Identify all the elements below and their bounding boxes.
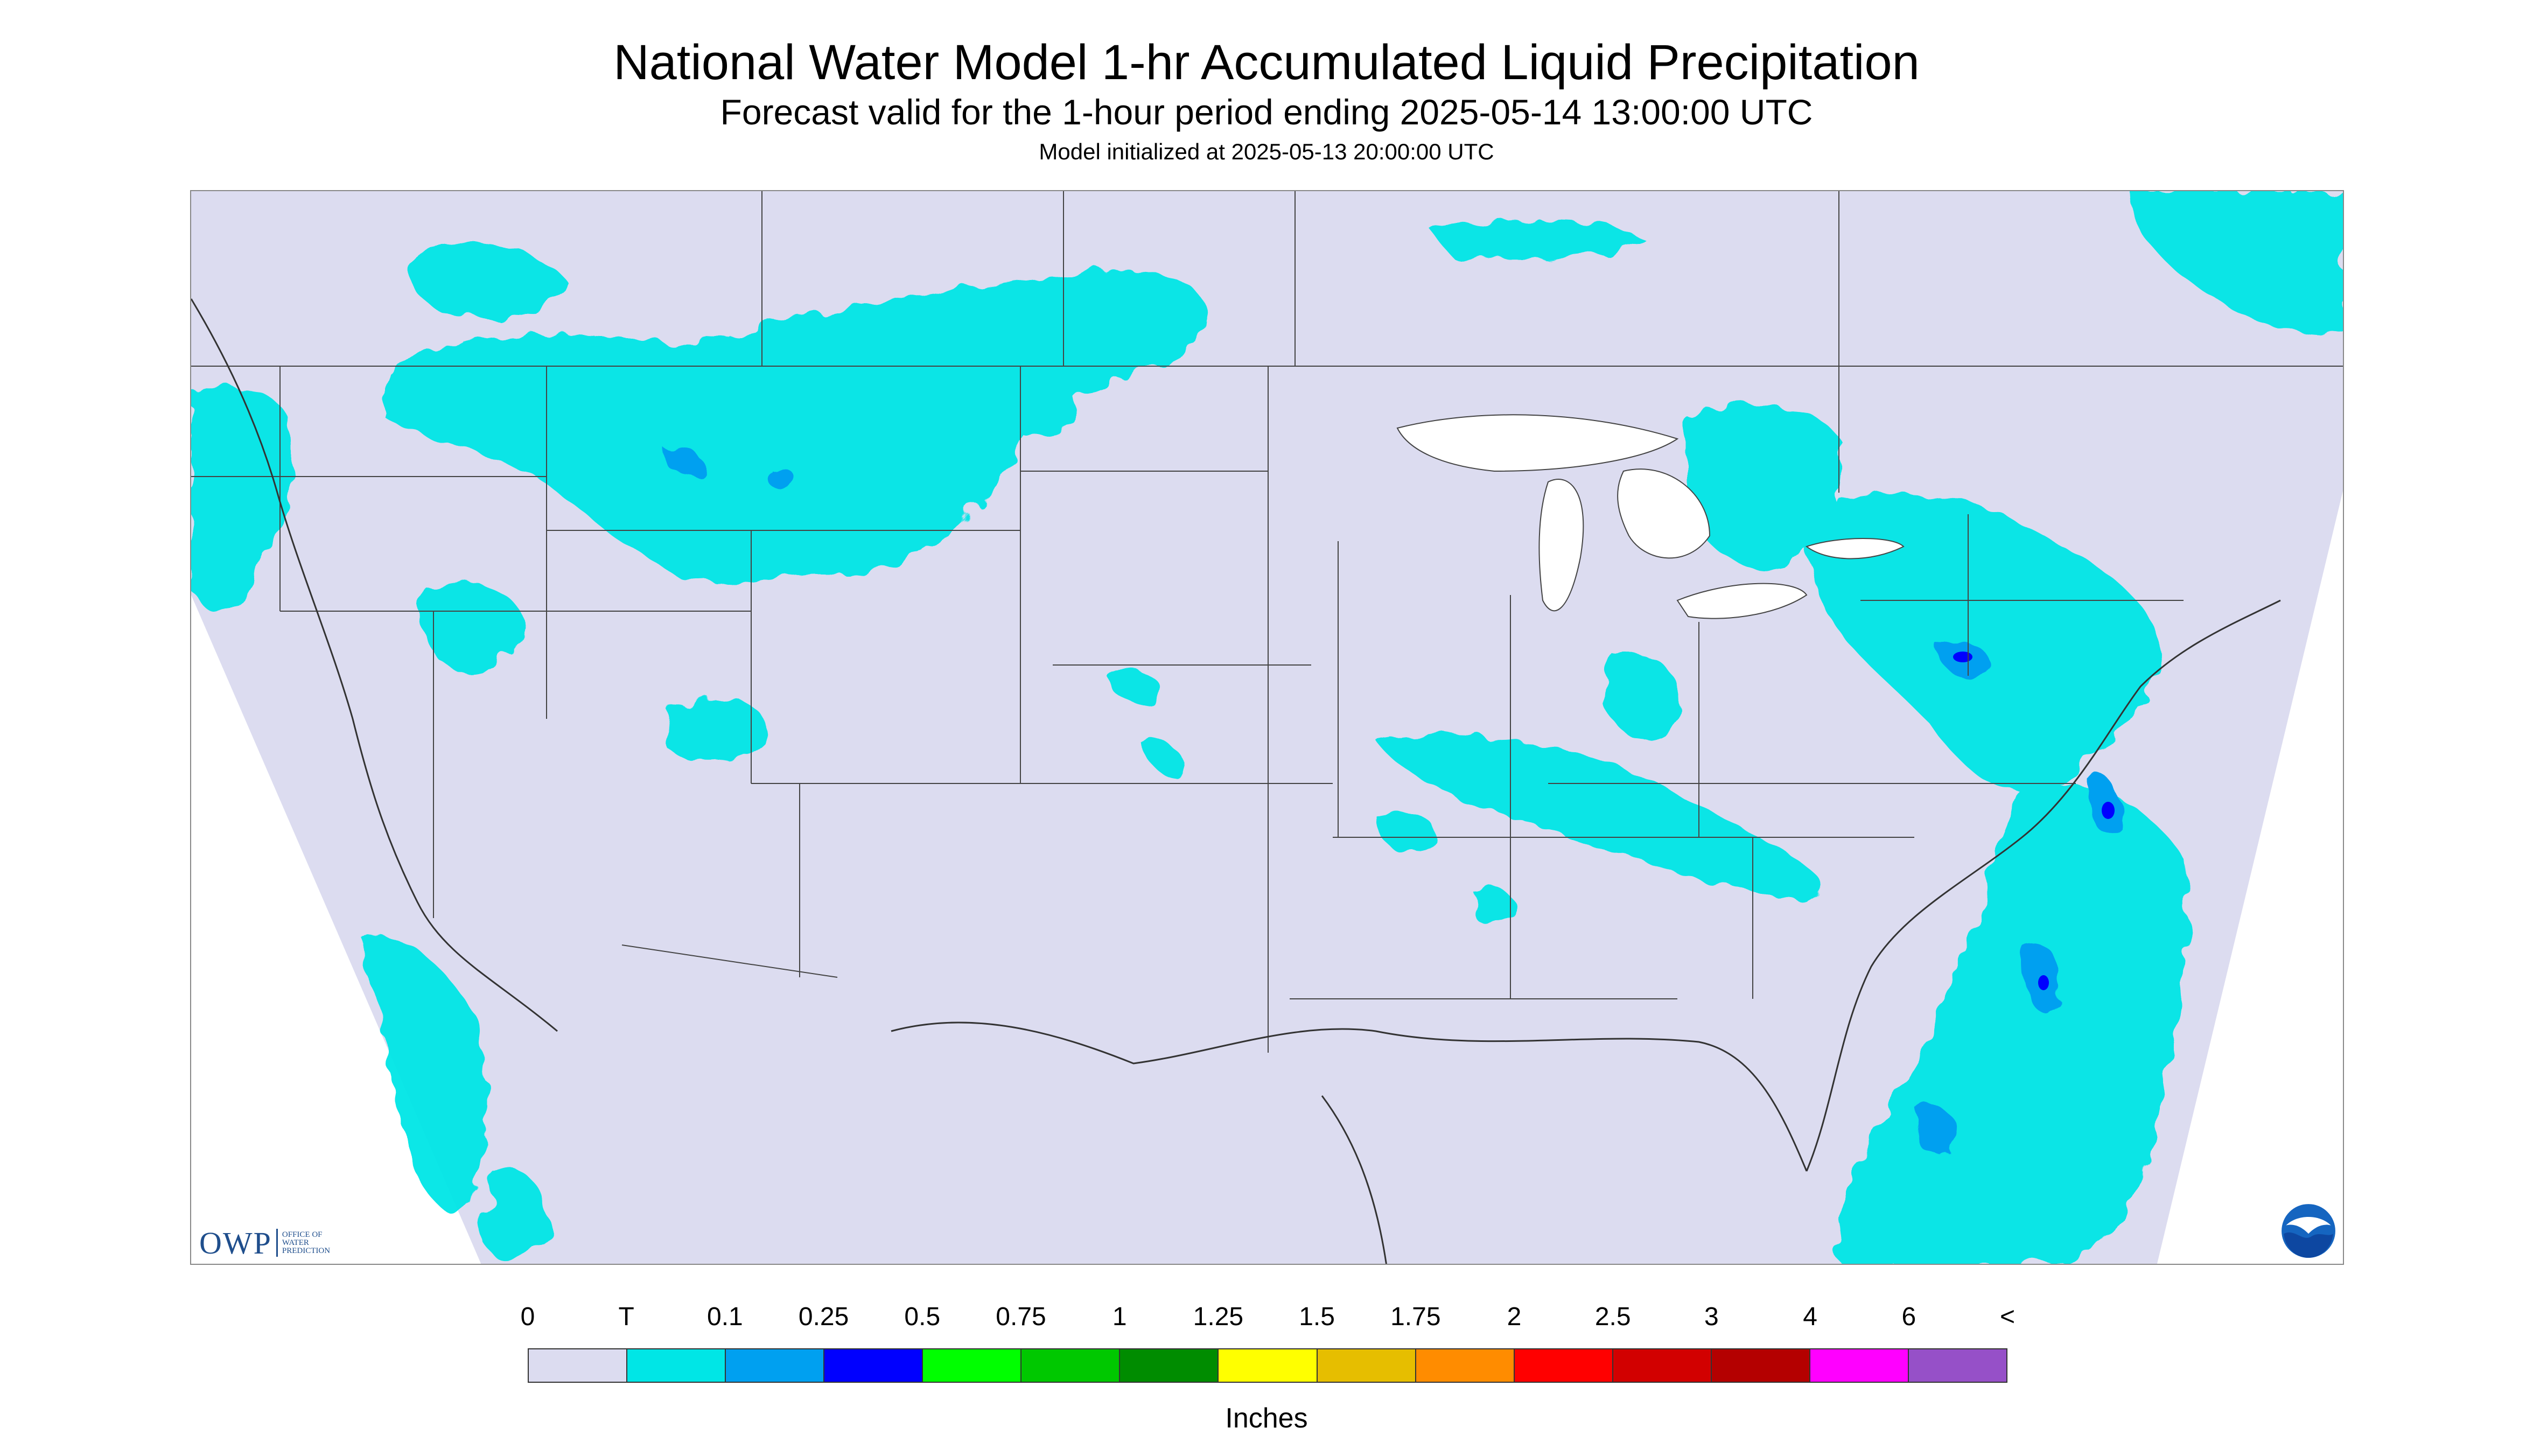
legend-swatch <box>1711 1349 1810 1382</box>
coastlines <box>191 298 2281 1264</box>
owp-logo-divider <box>276 1229 278 1257</box>
legend-tick-label: 0 <box>520 1303 535 1331</box>
legend-tick-label: 6 <box>1901 1303 1916 1331</box>
owp-logo-text: OWP <box>199 1225 272 1261</box>
legend-swatch <box>1317 1349 1416 1382</box>
legend-swatch <box>1908 1349 2006 1382</box>
owp-subtext-line: OFFICE OF <box>282 1230 323 1239</box>
legend-swatch <box>1021 1349 1121 1382</box>
noaa-logo-icon <box>2282 1204 2335 1258</box>
owp-subtext-line: WATER <box>282 1238 309 1247</box>
precipitation-map <box>190 190 2344 1265</box>
map-title: National Water Model 1-hr Accumulated Li… <box>613 35 1920 90</box>
legend-swatch <box>824 1349 923 1382</box>
legend-tick-label: T <box>618 1303 634 1331</box>
legend-color-bar <box>528 1348 2007 1383</box>
legend-tick-label: 2.5 <box>1594 1303 1631 1331</box>
legend-tick-label: 4 <box>1803 1303 1817 1331</box>
state-boundaries <box>191 191 2343 1053</box>
great-lakes <box>1396 414 1905 619</box>
legend-swatch <box>1120 1349 1219 1382</box>
legend-tick-label: 1.5 <box>1299 1303 1335 1331</box>
legend-swatch <box>1810 1349 1909 1382</box>
model-init-text: Model initialized at 2025-05-13 20:00:00… <box>1039 139 1494 164</box>
legend-tick-label: 0.75 <box>996 1303 1046 1331</box>
legend-swatch <box>1219 1349 1318 1382</box>
legend-tick-label: 1 <box>1112 1303 1127 1331</box>
legend-swatch <box>1514 1349 1613 1382</box>
legend-swatch <box>923 1349 1022 1382</box>
legend-swatch <box>627 1349 726 1382</box>
owp-logo: OWP OFFICE OF WATER PREDICTION <box>199 1225 331 1261</box>
legend-tick-label: 1.25 <box>1193 1303 1244 1331</box>
legend-tick-label: 1.75 <box>1390 1303 1441 1331</box>
legend-unit-label: Inches <box>1225 1403 1308 1434</box>
legend-swatch <box>726 1349 825 1382</box>
legend-tick-label: 2 <box>1507 1303 1522 1331</box>
legend-tick-label: 0.25 <box>798 1303 849 1331</box>
map-subtitle: Forecast valid for the 1-hour period end… <box>720 92 1813 132</box>
owp-subtext-line: PREDICTION <box>282 1246 331 1255</box>
legend-tick-label: 3 <box>1704 1303 1719 1331</box>
legend-tick-label: 0.5 <box>904 1303 941 1331</box>
legend-tick-label: < <box>1999 1303 2016 1331</box>
owp-logo-subtext: OFFICE OF WATER PREDICTION <box>282 1230 331 1255</box>
legend-swatch <box>529 1349 628 1382</box>
legend-tick-labels: 0 T 0.1 0.25 0.5 0.75 1 1.25 1.5 1.75 2 2.5 3 4 6 < <box>0 1302 2533 1334</box>
legend-tick-label: 0.1 <box>707 1303 743 1331</box>
legend-swatch <box>1613 1349 1712 1382</box>
legend-swatch <box>1416 1349 1515 1382</box>
